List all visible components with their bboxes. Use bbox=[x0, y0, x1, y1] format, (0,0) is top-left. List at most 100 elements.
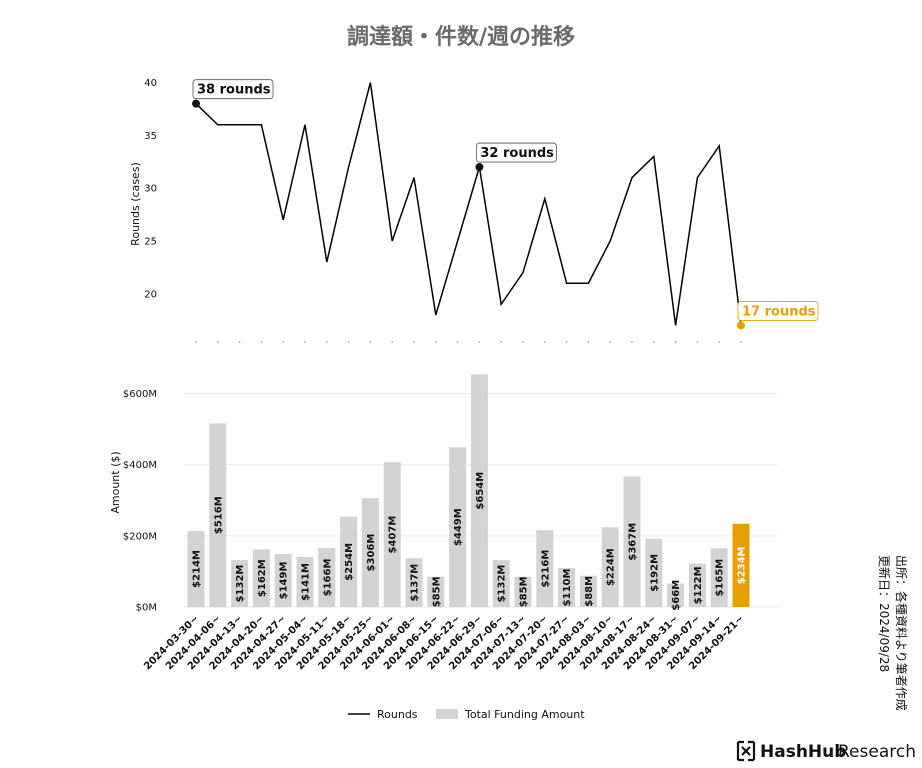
x-tick-mark bbox=[413, 341, 415, 343]
line-ytick-label: 40 bbox=[144, 78, 157, 89]
x-tick-mark bbox=[631, 341, 633, 343]
annotation-point bbox=[737, 321, 745, 330]
bar-value-label: $132M bbox=[235, 565, 246, 603]
bar-value-label: $110M bbox=[562, 569, 573, 607]
bar-value-label: $165M bbox=[715, 559, 726, 597]
x-tick-mark bbox=[217, 341, 219, 343]
funding-bar bbox=[274, 553, 292, 607]
funding-bar bbox=[645, 538, 663, 607]
annotation-point bbox=[192, 99, 200, 108]
funding-bar bbox=[296, 556, 314, 607]
bar-value-label: $192M bbox=[649, 554, 660, 592]
bar-value-label: $166M bbox=[322, 559, 333, 597]
x-tick-mark bbox=[238, 341, 241, 343]
bar-value-label: $137M bbox=[410, 564, 421, 602]
x-tick-mark bbox=[565, 341, 568, 343]
annotation-box bbox=[475, 142, 557, 163]
line-ytick-label: 20 bbox=[144, 289, 157, 300]
funding-bar bbox=[209, 423, 227, 607]
x-tick-mark bbox=[587, 341, 590, 343]
funding-bar bbox=[361, 498, 379, 607]
x-tick-mark bbox=[391, 341, 394, 343]
bar-value-label: $88M bbox=[584, 576, 595, 607]
brand-logo: HashHub Research bbox=[736, 740, 916, 762]
bar-value-label: $367M bbox=[628, 523, 639, 561]
bar-ytick-label: $600M bbox=[123, 389, 157, 400]
brand-name: HashHub bbox=[760, 742, 846, 762]
x-tick-mark bbox=[195, 341, 197, 343]
bar-value-label: $224M bbox=[606, 548, 617, 586]
annotation-label: 32 rounds bbox=[480, 146, 554, 161]
bar-value-label: $149M bbox=[279, 562, 290, 600]
bar-value-label: $122M bbox=[693, 566, 704, 604]
funding-bar bbox=[427, 576, 445, 607]
source-line-1: 出所：各種資料より筆者作成 bbox=[894, 555, 909, 711]
chart-title: 調達額・件数/週の推移 bbox=[347, 24, 575, 50]
x-tick-mark bbox=[544, 341, 546, 343]
bar-value-label: $132M bbox=[497, 565, 508, 603]
bar-ytick-label: $200M bbox=[123, 531, 157, 542]
x-tick-mark bbox=[326, 341, 328, 343]
annotation-box bbox=[192, 79, 274, 100]
x-tick-mark bbox=[260, 341, 263, 343]
annotation-label: 17 rounds bbox=[742, 304, 816, 319]
hashhub-logo-icon bbox=[736, 740, 756, 762]
x-tick-mark bbox=[435, 341, 437, 343]
funding-bar bbox=[231, 560, 249, 607]
bar-value-label: $516M bbox=[213, 496, 224, 534]
funding-bar bbox=[710, 548, 728, 607]
funding-bar bbox=[623, 476, 641, 607]
line-ytick-label: 25 bbox=[144, 236, 157, 247]
bar-value-label: $407M bbox=[388, 516, 399, 554]
line-ytick-label: 30 bbox=[144, 184, 157, 195]
bar-value-label: $306M bbox=[366, 534, 377, 572]
rounds-series-line bbox=[195, 82, 742, 326]
bar-value-label: $85M bbox=[431, 576, 442, 607]
x-tick-mark bbox=[696, 341, 699, 343]
line-ytick-label: 35 bbox=[144, 131, 157, 142]
bar-value-label: $214M bbox=[192, 550, 203, 588]
funding-bar bbox=[688, 563, 706, 607]
funding-bar bbox=[667, 583, 685, 607]
funding-bar bbox=[536, 530, 554, 607]
legend: Rounds Total Funding Amount bbox=[348, 708, 585, 721]
x-tick-mark bbox=[740, 341, 742, 343]
funding-bar bbox=[449, 447, 467, 607]
funding-bar bbox=[732, 523, 750, 607]
funding-bar bbox=[470, 374, 488, 607]
bar-ytick-label: $0M bbox=[136, 603, 157, 614]
x-tick-mark bbox=[674, 341, 677, 343]
x-tick-mark bbox=[500, 341, 503, 343]
bar-value-label: $654M bbox=[475, 472, 486, 510]
x-tick-mark bbox=[609, 341, 611, 343]
annotation-label: 38 rounds bbox=[197, 83, 271, 98]
funding-bar bbox=[514, 576, 532, 607]
bar-y-axis-title: Amount ($) bbox=[109, 451, 122, 513]
x-tick-mark bbox=[456, 341, 459, 343]
funding-bar bbox=[405, 558, 423, 607]
x-tick-mark bbox=[653, 341, 655, 343]
x-tick-mark bbox=[282, 341, 285, 343]
bar-value-label: $449M bbox=[453, 508, 464, 546]
funding-bar bbox=[340, 516, 358, 607]
x-tick-mark bbox=[304, 341, 306, 343]
funding-bar bbox=[187, 530, 205, 607]
line-y-axis-title: Rounds (cases) bbox=[129, 162, 142, 246]
funding-bar bbox=[601, 527, 619, 607]
funding-bar bbox=[558, 567, 576, 607]
funding-bar bbox=[492, 560, 510, 607]
brand-suffix: Research bbox=[838, 742, 916, 762]
bar-value-label: $85M bbox=[519, 576, 530, 607]
bar-value-label: $141M bbox=[301, 563, 312, 601]
legend-bar-swatch bbox=[436, 709, 458, 719]
source-line-2: 更新日：2024/09/28 bbox=[877, 555, 892, 672]
bar-value-label: $162M bbox=[257, 559, 268, 597]
funding-bar bbox=[383, 462, 401, 607]
x-tick-mark bbox=[478, 341, 481, 343]
funding-bar bbox=[318, 547, 336, 607]
bar-value-label: $216M bbox=[540, 550, 551, 588]
x-tick-mark bbox=[718, 341, 720, 343]
annotation-box bbox=[737, 301, 819, 321]
